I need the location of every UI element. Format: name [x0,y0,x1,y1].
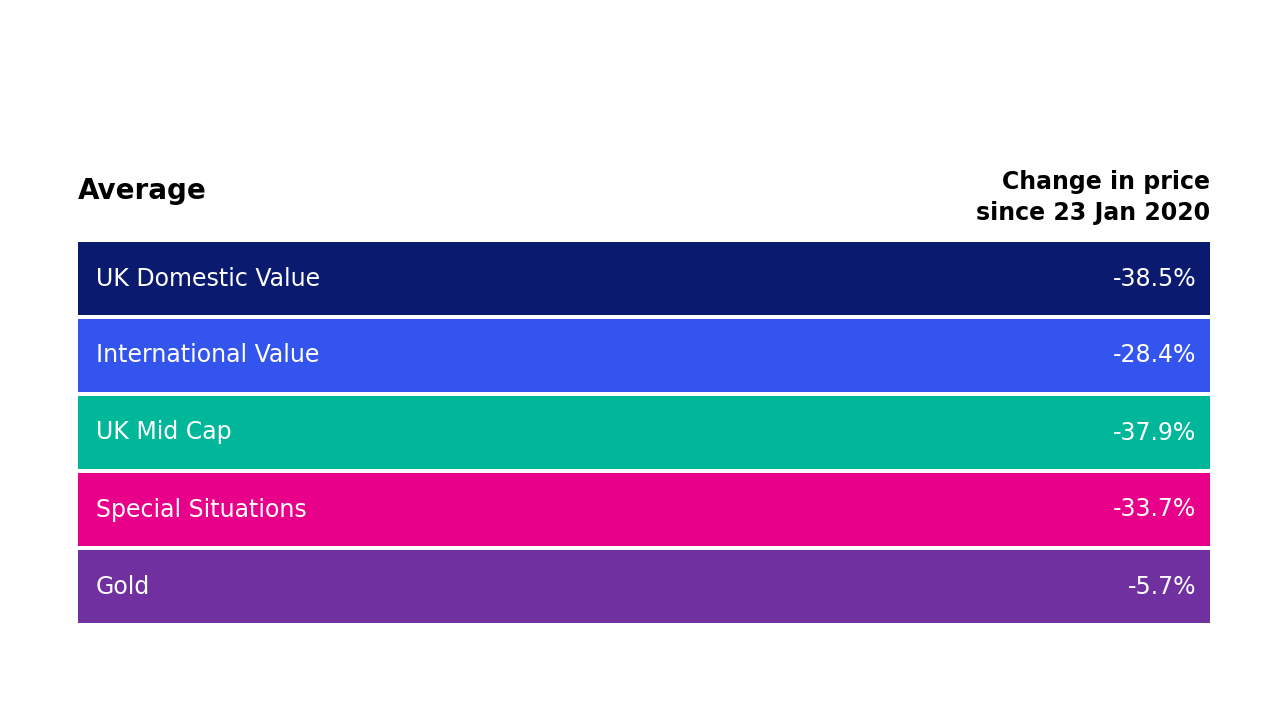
FancyBboxPatch shape [78,473,1210,546]
FancyBboxPatch shape [78,319,1210,392]
Text: Change in price
since 23 Jan 2020: Change in price since 23 Jan 2020 [975,170,1210,225]
Text: -37.9%: -37.9% [1112,420,1196,444]
Text: -33.7%: -33.7% [1112,498,1196,521]
Text: Special Situations: Special Situations [96,498,307,521]
Text: -5.7%: -5.7% [1128,575,1196,598]
FancyBboxPatch shape [78,242,1210,315]
Text: -38.5%: -38.5% [1112,266,1196,290]
Text: UK Domestic Value: UK Domestic Value [96,266,320,290]
FancyBboxPatch shape [78,550,1210,623]
Text: Gold: Gold [96,575,150,598]
Text: Average: Average [78,177,207,205]
Text: International Value: International Value [96,343,320,367]
FancyBboxPatch shape [78,396,1210,469]
Text: -28.4%: -28.4% [1112,343,1196,367]
Text: UK Mid Cap: UK Mid Cap [96,420,232,444]
